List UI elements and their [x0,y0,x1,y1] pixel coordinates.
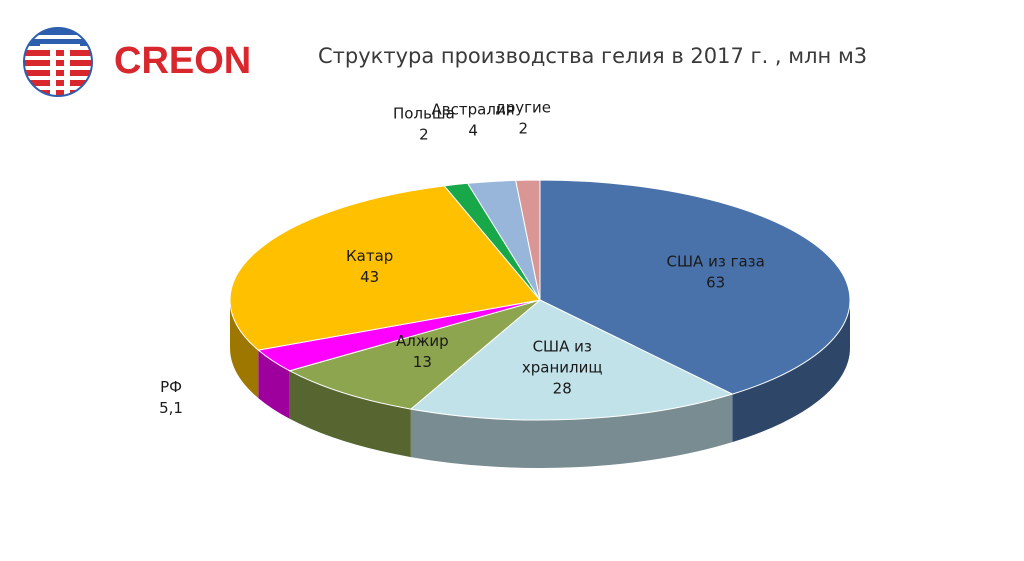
slice-label-3: РФ 5,1 [159,378,183,417]
creon-globe-icon [23,27,93,97]
slice-label-0: США из газа 63 [667,252,765,291]
pie-slice-7 [515,179,541,301]
slice-label-4: Катар 43 [346,247,393,286]
slice-label-1: США из хранилищ 28 [522,337,603,397]
creon-logo: CREON [18,22,258,102]
pie-side-3 [258,350,290,419]
slice-label-6: Австралия 4 [432,100,515,139]
chart-title: Структура производства гелия в 2017 г. ,… [318,44,868,68]
pie-side-2 [289,370,411,458]
pie-slice-2 [288,299,541,410]
pie-slice-0 [539,179,851,395]
slice-label-5: Польша 2 [393,105,455,144]
slice-label-7: другие 2 [495,99,551,138]
pie-slice-1 [409,299,734,421]
pie-side-4 [230,300,259,399]
logo-text: CREON [114,40,252,82]
pie-side-1 [410,394,733,468]
pie-slice-4 [229,185,541,351]
slice-label-2: Алжир 13 [396,332,449,371]
